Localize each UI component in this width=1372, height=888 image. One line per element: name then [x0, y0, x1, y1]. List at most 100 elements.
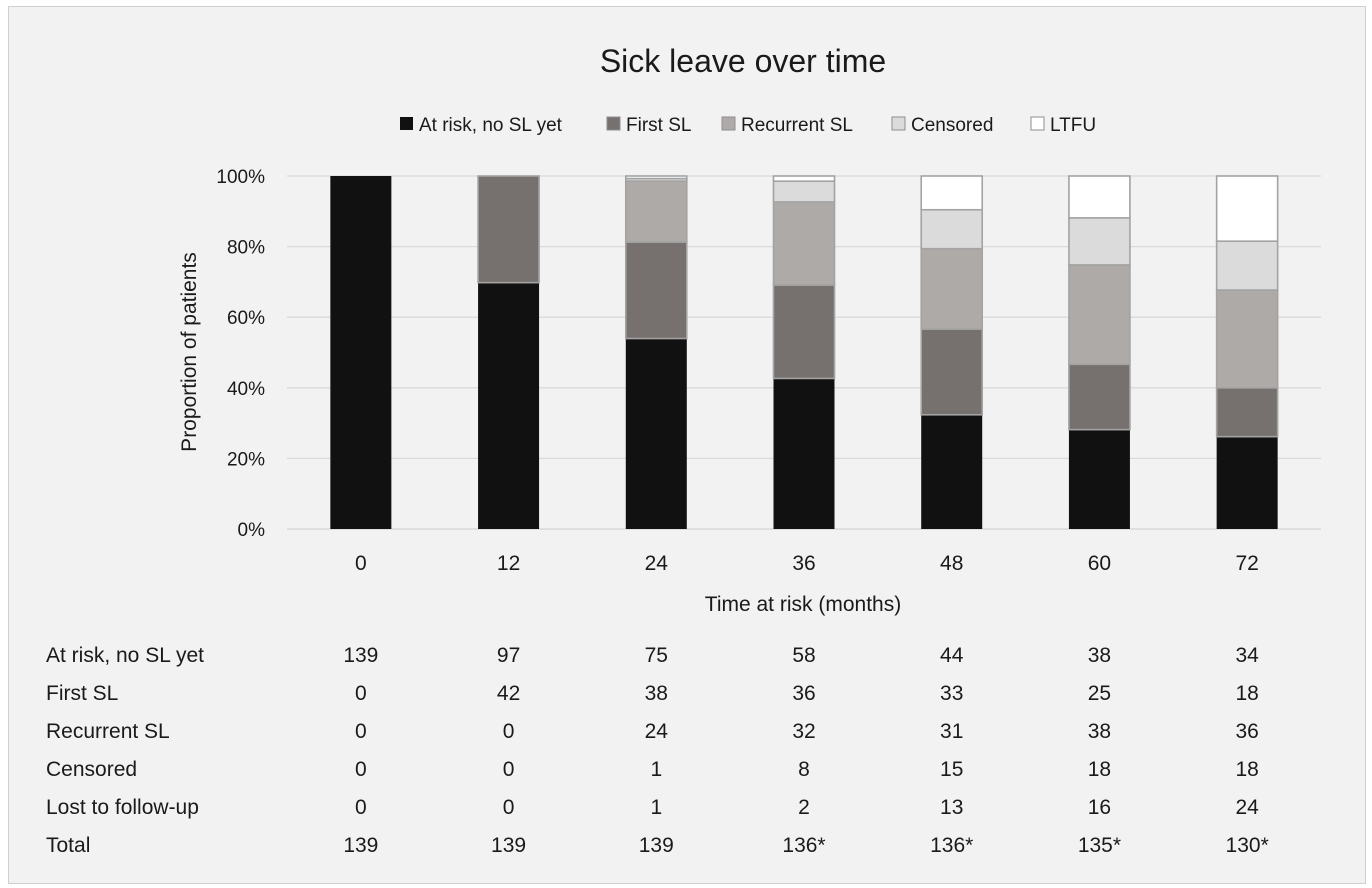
table-cell: 0	[355, 720, 367, 743]
table-row-label: At risk, no SL yet	[46, 644, 204, 667]
table-cell: 75	[645, 644, 668, 667]
bar-segment	[477, 175, 540, 284]
legend-swatch	[891, 116, 906, 131]
y-axis-label: Proportion of patients	[178, 252, 201, 452]
bar-segment	[478, 282, 540, 529]
table-row-label: First SL	[46, 682, 118, 705]
bar-segment	[1215, 175, 1279, 242]
bar-segment	[330, 176, 392, 529]
table-cell: 0	[355, 682, 367, 705]
table-cell: 25	[1088, 682, 1111, 705]
table-cell: 32	[792, 720, 815, 743]
bar-segment	[921, 414, 983, 529]
y-axis-ticks: 0% 20% 40% 60% 80% 100%	[216, 167, 265, 541]
legend-swatch	[1030, 116, 1045, 131]
bar-segment	[920, 175, 984, 211]
x-tick-label: 60	[1088, 552, 1111, 575]
table-cell: 0	[355, 796, 367, 819]
y-tick-label: 80%	[227, 238, 265, 259]
table-cell: 34	[1235, 644, 1259, 667]
bar-segment	[1068, 264, 1131, 366]
table-cell: 36	[792, 682, 815, 705]
table-cell: 2	[798, 796, 810, 819]
bar-segment	[1068, 363, 1131, 431]
table-cell: 44	[940, 644, 964, 667]
bar-segment	[772, 180, 836, 203]
legend-label: LTFU	[1050, 115, 1096, 136]
table-cell: 0	[503, 796, 515, 819]
table-cell: 18	[1088, 758, 1111, 781]
x-tick-label: 0	[355, 552, 367, 575]
table-cell: 18	[1235, 682, 1258, 705]
bar-segment	[624, 241, 688, 340]
table-cell: 24	[1235, 796, 1259, 819]
y-tick-label: 60%	[227, 308, 265, 329]
chart-legend: At risk, no SL yet First SL Recurrent SL Ce…	[400, 115, 1096, 136]
legend-swatch	[400, 117, 413, 130]
table-cell: 130*	[1226, 834, 1269, 857]
bars	[330, 175, 1279, 529]
chart-title: Sick leave over time	[600, 43, 886, 79]
table-cell: 16	[1088, 796, 1111, 819]
bar-segment	[772, 175, 836, 182]
x-tick-label: 12	[497, 552, 520, 575]
table-cell: 97	[497, 644, 520, 667]
table-cell: 38	[645, 682, 668, 705]
legend-label: Censored	[911, 115, 993, 136]
bar-segment	[1215, 240, 1279, 291]
table-cell: 139	[343, 644, 378, 667]
table-cell: 0	[503, 758, 515, 781]
table-cell: 33	[940, 682, 963, 705]
legend-swatch	[721, 116, 736, 131]
table-row-label: Total	[46, 834, 90, 857]
table-cell: 135*	[1078, 834, 1121, 857]
bar-segment	[772, 284, 836, 380]
table-cell: 36	[1235, 720, 1258, 743]
bar-segment	[773, 378, 835, 529]
bar-segment	[1215, 289, 1279, 389]
x-tick-label: 48	[940, 552, 963, 575]
chart-frame	[8, 6, 1366, 884]
bar-segment	[920, 247, 984, 330]
legend-label: Recurrent SL	[741, 115, 853, 136]
bar-segment	[920, 208, 984, 250]
y-tick-label: 100%	[216, 167, 265, 188]
table-cell: 139	[343, 834, 378, 857]
table-row-label: Recurrent SL	[46, 720, 170, 743]
y-tick-label: 40%	[227, 379, 265, 400]
x-tick-label: 72	[1235, 552, 1258, 575]
table-cell: 24	[645, 720, 669, 743]
bar-segment	[624, 175, 688, 180]
x-axis-ticks: 0 12 24 36 48 60 72	[355, 552, 1259, 575]
bar-segment	[1068, 217, 1131, 266]
y-tick-label: 0%	[238, 520, 266, 541]
bar-segment	[625, 338, 687, 529]
table-cell: 8	[798, 758, 810, 781]
table-row-label: Censored	[46, 758, 137, 781]
bar-segment	[1068, 175, 1131, 219]
table-cell: 42	[497, 682, 520, 705]
x-axis-label: Time at risk (months)	[705, 593, 901, 616]
legend-swatch	[606, 116, 621, 131]
x-tick-label: 24	[645, 552, 669, 575]
table-cell: 0	[503, 720, 515, 743]
table-cell: 136*	[930, 834, 973, 857]
table-cell: 139	[639, 834, 674, 857]
table-cell: 31	[940, 720, 963, 743]
x-tick-label: 36	[792, 552, 815, 575]
table-cell: 18	[1235, 758, 1258, 781]
table-cell: 136*	[782, 834, 825, 857]
table-cell: 15	[940, 758, 963, 781]
table-row-label: Lost to follow-up	[46, 796, 199, 819]
bar-segment	[772, 201, 836, 286]
table-cell: 38	[1088, 644, 1111, 667]
legend-label: First SL	[626, 115, 691, 136]
table-cell: 139	[491, 834, 526, 857]
bar-segment	[1216, 436, 1278, 529]
table-cell: 0	[355, 758, 367, 781]
table-cell: 13	[940, 796, 963, 819]
bar-segment	[1068, 429, 1130, 529]
legend-label: At risk, no SL yet	[419, 115, 563, 136]
table-cell: 1	[650, 758, 662, 781]
